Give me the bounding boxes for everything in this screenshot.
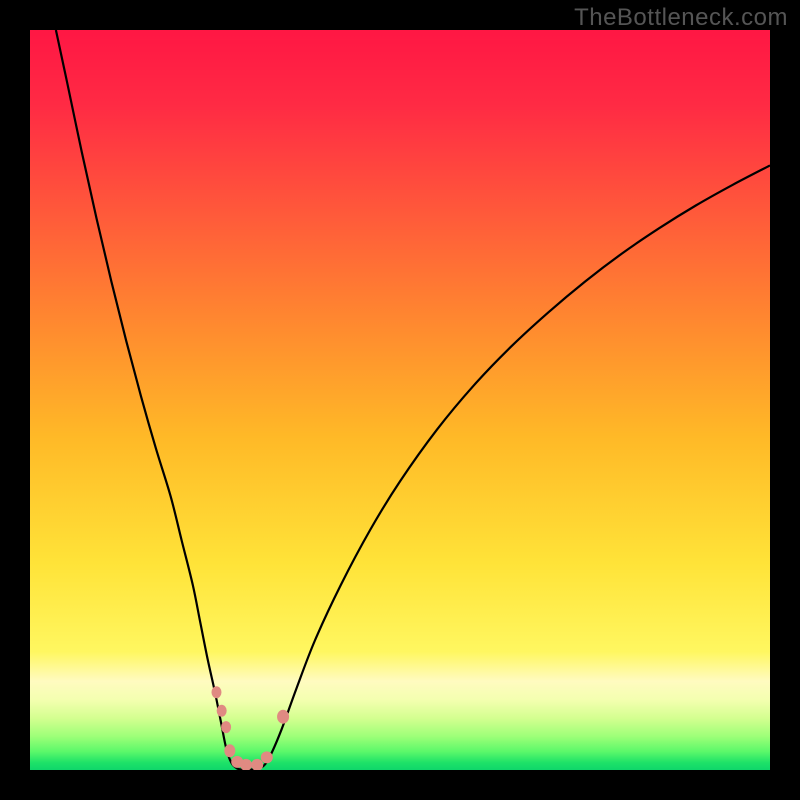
bottleneck-chart — [0, 0, 800, 800]
watermark-text: TheBottleneck.com — [574, 4, 788, 32]
bottleneck-marker — [211, 686, 221, 698]
bottleneck-marker — [224, 744, 235, 757]
bottleneck-marker — [277, 710, 289, 724]
bottleneck-marker — [221, 721, 231, 733]
bottleneck-marker — [261, 751, 273, 763]
bottleneck-marker — [240, 759, 252, 771]
bottleneck-marker — [251, 759, 263, 771]
bottleneck-marker — [217, 705, 227, 717]
